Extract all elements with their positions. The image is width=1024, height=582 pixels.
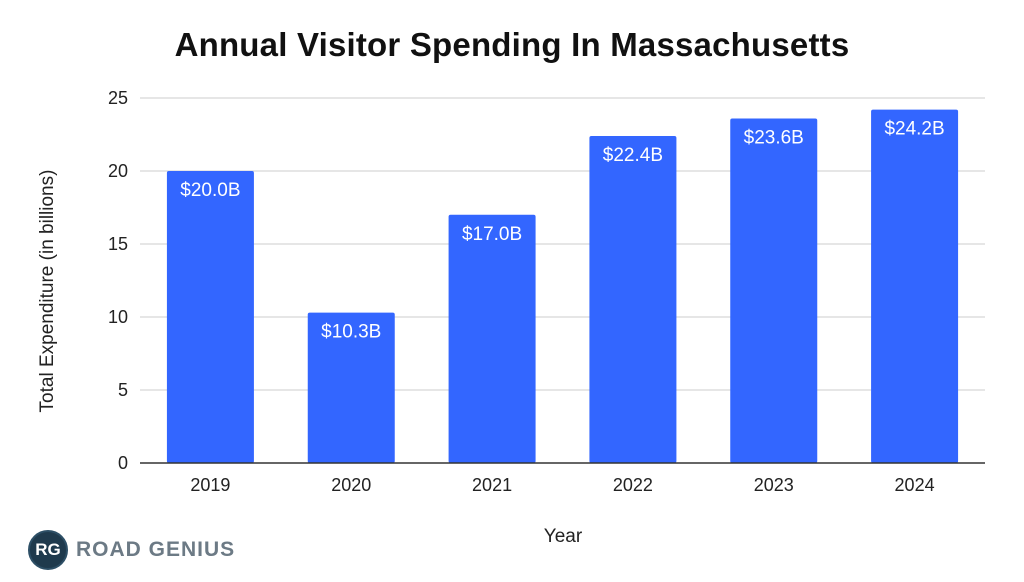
bar — [307, 312, 395, 463]
y-tick-label: 0 — [118, 453, 128, 473]
y-tick-label: 10 — [108, 307, 128, 327]
y-tick-label: 15 — [108, 234, 128, 254]
data-label: $24.2B — [884, 119, 944, 140]
bar — [871, 109, 959, 464]
bar — [166, 171, 254, 463]
chart-title: Annual Visitor Spending In Massachusetts — [174, 26, 850, 63]
bar — [448, 214, 536, 463]
x-tick-label: 2023 — [754, 475, 794, 495]
logo-mark: RG — [28, 530, 68, 570]
y-tick-label: 25 — [108, 88, 128, 108]
data-label: $22.4B — [603, 145, 663, 166]
x-tick-label: 2022 — [613, 475, 653, 495]
logo-text: ROAD GENIUS — [76, 538, 236, 561]
x-axis-label: Year — [543, 526, 583, 547]
bar — [589, 135, 677, 463]
road-genius-logo: RG ROAD GENIUS — [28, 530, 235, 570]
y-tick-label: 20 — [108, 161, 128, 181]
y-axis-label: Total Expenditure (in billions) — [37, 169, 58, 413]
y-tick-label: 5 — [118, 380, 128, 400]
data-label: $20.0B — [180, 180, 240, 201]
x-tick-label: 2019 — [190, 475, 230, 495]
bar — [730, 118, 818, 463]
x-tick-label: 2020 — [331, 475, 371, 495]
x-tick-label: 2021 — [472, 475, 512, 495]
data-label: $23.6B — [744, 127, 804, 148]
data-label: $10.3B — [321, 322, 381, 343]
x-tick-label: 2024 — [895, 475, 935, 495]
data-label: $17.0B — [462, 224, 522, 245]
